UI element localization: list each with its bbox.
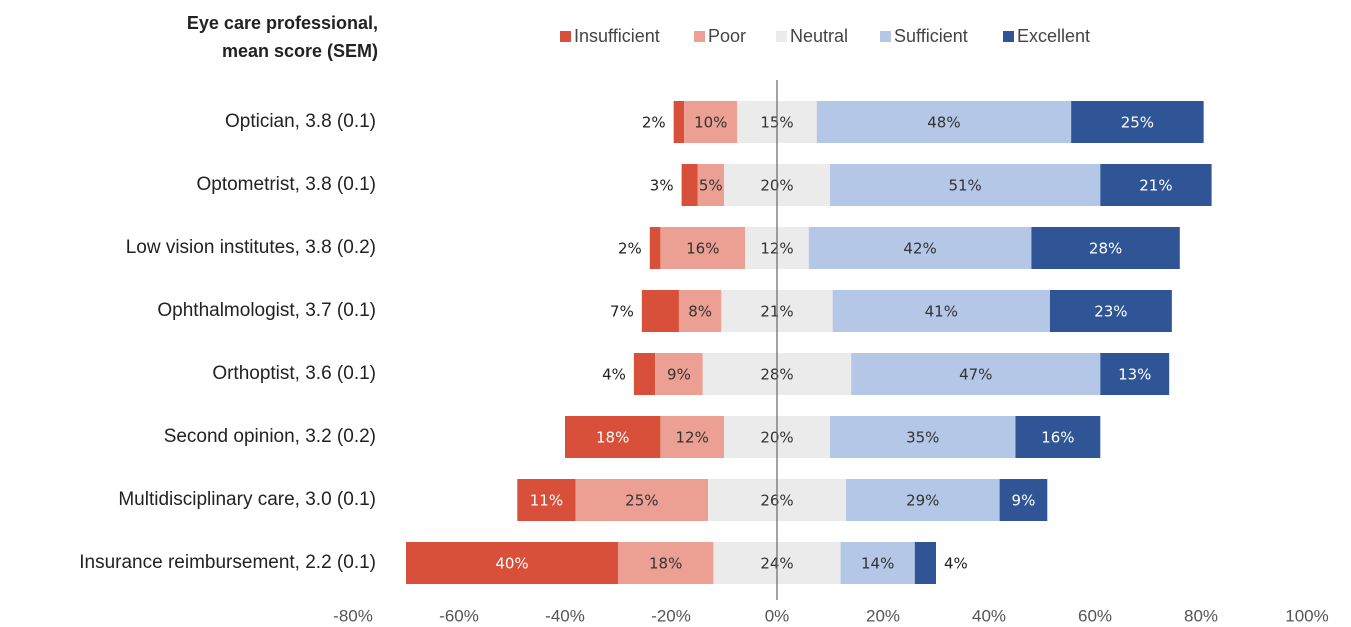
data-label: 42% bbox=[903, 240, 936, 258]
x-tick-label: 0% bbox=[765, 606, 790, 625]
bar-segment bbox=[999, 479, 1048, 521]
bar-segment bbox=[660, 227, 746, 269]
bar-segment bbox=[660, 416, 724, 458]
legend-swatch bbox=[560, 31, 571, 42]
data-label: 18% bbox=[649, 555, 682, 573]
category-label: Low vision institutes, 3.8 (0.2) bbox=[126, 237, 376, 258]
bar-segment bbox=[830, 416, 1016, 458]
data-label: 8% bbox=[688, 303, 712, 321]
bar-segment bbox=[673, 101, 685, 143]
category-label: Multidisciplinary care, 3.0 (0.1) bbox=[118, 489, 376, 510]
data-label: 28% bbox=[1089, 240, 1122, 258]
data-label: 4% bbox=[602, 366, 626, 384]
bar-segment bbox=[1031, 227, 1180, 269]
legend-label: Insufficient bbox=[574, 26, 660, 46]
data-label: 12% bbox=[676, 429, 709, 447]
bar-segment bbox=[517, 479, 576, 521]
x-tick-label: -80% bbox=[333, 606, 373, 625]
data-label: 16% bbox=[686, 240, 719, 258]
data-label: 35% bbox=[906, 429, 939, 447]
bar-segment bbox=[618, 542, 714, 584]
bar-segment bbox=[565, 416, 661, 458]
data-label: 23% bbox=[1094, 303, 1127, 321]
bar-segment bbox=[633, 353, 656, 395]
bar-segment bbox=[655, 353, 703, 395]
category-label: Insurance reimbursement, 2.2 (0.1) bbox=[79, 552, 376, 573]
x-tick-label: 100% bbox=[1285, 606, 1328, 625]
data-label: 14% bbox=[861, 555, 894, 573]
data-label: 16% bbox=[1041, 429, 1074, 447]
data-label: 40% bbox=[495, 555, 528, 573]
legend-swatch bbox=[694, 31, 705, 42]
legend-label: Neutral bbox=[790, 26, 848, 46]
x-tick-label: -60% bbox=[439, 606, 479, 625]
data-label: 25% bbox=[1121, 114, 1154, 132]
bar-segment bbox=[641, 290, 679, 332]
bar-segment bbox=[1049, 290, 1172, 332]
data-label: 47% bbox=[959, 366, 992, 384]
legend-label: Sufficient bbox=[894, 26, 968, 46]
x-tick-label: 60% bbox=[1078, 606, 1112, 625]
data-label: 4% bbox=[944, 555, 968, 573]
bar-segment bbox=[1015, 416, 1101, 458]
bar-segment bbox=[697, 164, 724, 206]
data-label: 18% bbox=[596, 429, 629, 447]
chart-title: Eye care professional, bbox=[187, 13, 378, 33]
bar-segment bbox=[1100, 353, 1170, 395]
x-tick-label: 20% bbox=[866, 606, 900, 625]
x-tick-label: -40% bbox=[545, 606, 585, 625]
data-label: 5% bbox=[699, 177, 723, 195]
x-tick-label: 80% bbox=[1184, 606, 1218, 625]
data-label: 7% bbox=[610, 303, 634, 321]
data-label: 2% bbox=[618, 240, 642, 258]
category-label: Second opinion, 3.2 (0.2) bbox=[164, 426, 376, 447]
legend-swatch bbox=[776, 31, 787, 42]
x-tick-label: -20% bbox=[651, 606, 691, 625]
category-label: Orthoptist, 3.6 (0.1) bbox=[212, 363, 376, 384]
x-tick-label: 40% bbox=[972, 606, 1006, 625]
legend-label: Poor bbox=[708, 26, 746, 46]
legend-swatch bbox=[880, 31, 891, 42]
bar-segment bbox=[406, 542, 618, 584]
category-label: Optician, 3.8 (0.1) bbox=[225, 111, 376, 132]
bar-segment bbox=[851, 353, 1101, 395]
data-label: 29% bbox=[906, 492, 939, 510]
data-label: 2% bbox=[642, 114, 666, 132]
category-label: Optometrist, 3.8 (0.1) bbox=[196, 174, 376, 195]
data-label: 9% bbox=[1012, 492, 1036, 510]
data-label: 48% bbox=[927, 114, 960, 132]
chart-title: mean score (SEM) bbox=[222, 41, 378, 61]
data-label: 41% bbox=[925, 303, 958, 321]
data-label: 13% bbox=[1118, 366, 1151, 384]
bar-segment bbox=[830, 164, 1101, 206]
data-label: 25% bbox=[625, 492, 658, 510]
data-label: 9% bbox=[667, 366, 691, 384]
bar-segment bbox=[832, 290, 1050, 332]
bar-segment bbox=[914, 542, 936, 584]
bar-segment bbox=[649, 227, 661, 269]
data-label: 21% bbox=[1139, 177, 1172, 195]
bar-segment bbox=[816, 101, 1072, 143]
bar-segment bbox=[684, 101, 738, 143]
bar-segment bbox=[681, 164, 698, 206]
data-label: 3% bbox=[650, 177, 674, 195]
data-label: 51% bbox=[948, 177, 981, 195]
bar-segment bbox=[808, 227, 1032, 269]
bar-segment bbox=[1071, 101, 1204, 143]
bar-segment bbox=[575, 479, 709, 521]
data-label: 11% bbox=[530, 492, 563, 510]
bar-segment bbox=[845, 479, 1000, 521]
bar-segment bbox=[1100, 164, 1212, 206]
legend-label: Excellent bbox=[1017, 26, 1090, 46]
bar-segment bbox=[678, 290, 722, 332]
data-label: 10% bbox=[694, 114, 727, 132]
legend-swatch bbox=[1003, 31, 1014, 42]
bar-segment bbox=[840, 542, 915, 584]
category-label: Ophthalmologist, 3.7 (0.1) bbox=[157, 300, 376, 321]
